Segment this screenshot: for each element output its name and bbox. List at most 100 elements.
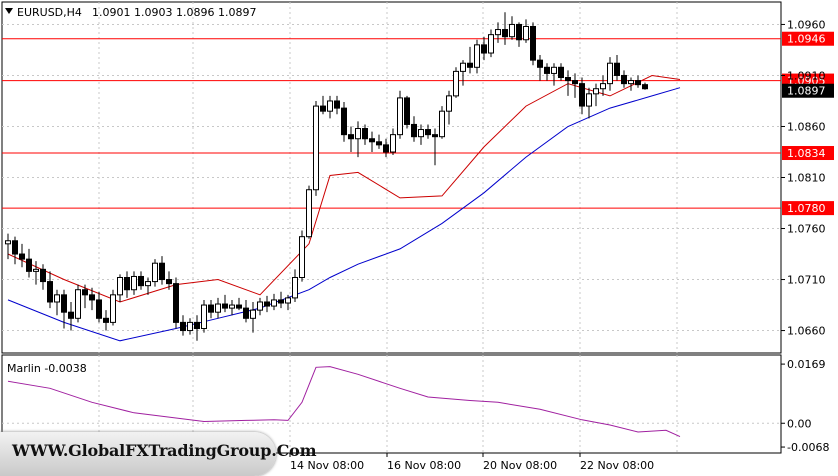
candle-body (495, 29, 501, 36)
candle-body (5, 240, 11, 245)
candle-body (474, 44, 480, 68)
candle-body (390, 134, 396, 153)
price-tick-label: 1.0960 (787, 18, 826, 31)
candle-body (579, 83, 585, 107)
candle-body (89, 294, 95, 301)
candle-body (397, 97, 403, 136)
indicator-label: Marlin -0.0038 (7, 362, 87, 375)
time-tick-label: 16 Nov 08:00 (387, 459, 461, 472)
candle-body (453, 70, 459, 97)
candle-body (208, 304, 214, 313)
candle-body (565, 77, 571, 82)
candle-body (411, 123, 417, 138)
watermark-text: WWW.GlobalFXTradingGroup.Com (12, 441, 317, 460)
candle-body (348, 134, 354, 140)
main-pane[interactable] (1, 1, 782, 354)
triangle-down-icon[interactable] (5, 8, 13, 14)
candle-body (40, 268, 46, 283)
candle-body (68, 311, 74, 319)
candle-body (516, 23, 522, 41)
candle-body (236, 304, 242, 309)
time-tick-label: 20 Nov 08:00 (483, 459, 557, 472)
candle-body (642, 84, 648, 90)
candle-body (467, 62, 473, 68)
indicator-axis: 0.0169 0.00 -0.0068 (781, 358, 829, 454)
symbol-timeframe: EURUSD,H4 (17, 6, 82, 19)
marlin-line (7, 366, 681, 438)
price-tick-label: 1.0660 (787, 325, 826, 338)
candle-body (488, 34, 494, 54)
candle-body (75, 289, 81, 319)
candle-body (117, 276, 123, 296)
candles (5, 12, 648, 341)
candle-body (341, 107, 347, 136)
candle-body (215, 303, 221, 313)
candle-body (110, 294, 116, 323)
candle-body (425, 129, 431, 136)
candle-body (285, 297, 291, 304)
slow-ma-line (7, 87, 681, 342)
candle-body (320, 105, 326, 112)
candle-body (355, 128, 361, 140)
candle-body (124, 276, 130, 291)
candle-body (593, 88, 599, 95)
candle-body (614, 62, 620, 76)
candle-body (327, 100, 333, 112)
candle-body (551, 66, 557, 74)
candle-body (383, 144, 389, 153)
candle-body (628, 80, 634, 85)
main-grid (2, 2, 781, 353)
indicator-tick-label: 0.00 (787, 417, 812, 430)
candle-body (180, 321, 186, 332)
candle-body (222, 303, 228, 309)
candle-body (250, 309, 256, 319)
candle-body (481, 44, 487, 54)
candle-body (243, 307, 249, 319)
time-axis: 14 Nov 08:00 16 Nov 08:00 20 Nov 08:00 22 N… (289, 453, 654, 472)
candle-body (229, 304, 235, 309)
candle-body (537, 59, 543, 68)
candle-body (271, 299, 277, 307)
indicator-tick-label: -0.0068 (787, 441, 829, 454)
level-label: 1.0946 (787, 33, 826, 46)
candle-body (446, 95, 452, 112)
candle-body (369, 138, 375, 143)
candle-body (558, 66, 564, 79)
candle-body (607, 62, 613, 85)
price-tick-label: 1.0860 (787, 120, 826, 133)
candle-body (292, 276, 298, 299)
candle-body (439, 110, 445, 138)
candle-body (131, 275, 137, 291)
candle-body (313, 105, 319, 191)
candle-body (138, 275, 144, 287)
candle-body (432, 134, 438, 138)
price-tick-label: 1.0760 (787, 223, 826, 236)
candle-body (187, 321, 193, 332)
candle-body (264, 301, 270, 307)
candle-body (152, 262, 158, 283)
candle-body (103, 317, 109, 323)
level-label-box (782, 31, 834, 46)
price-axis: 1.0960 1.0910 1.0860 1.0810 1.0760 1.0710 1.06… (781, 18, 834, 338)
candle-body (586, 93, 592, 107)
time-tick-label: 14 Nov 08:00 (290, 459, 364, 472)
candle-body (96, 299, 102, 319)
candle-body (621, 74, 627, 85)
candle-body (460, 62, 466, 72)
candle-body (572, 80, 578, 85)
candle-body (26, 258, 32, 272)
candle-body (635, 80, 641, 86)
candle-body (145, 281, 151, 287)
candle-body (61, 294, 67, 313)
candle-body (418, 129, 424, 138)
level-label-box (782, 201, 834, 216)
candle-body (530, 25, 536, 61)
indicator-tick-label: 0.0169 (787, 358, 826, 371)
candle-body (509, 23, 515, 38)
candle-body (306, 189, 312, 238)
candle-body (544, 66, 550, 74)
candle-body (362, 128, 368, 140)
candle-body (194, 321, 200, 330)
level-label-box (782, 146, 834, 161)
